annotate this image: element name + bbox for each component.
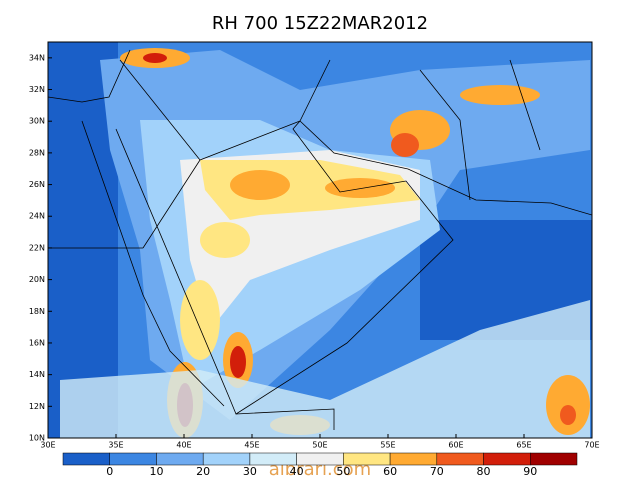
y-tick-label: 32N <box>29 85 45 94</box>
y-tick-label: 28N <box>29 148 45 157</box>
chart-title: RH 700 15Z22MAR2012 <box>212 13 428 34</box>
colorbar-label: 10 <box>149 465 163 478</box>
colorbar-label: 50 <box>336 465 350 478</box>
colorbar-label: 70 <box>430 465 444 478</box>
x-tick-label: 65E <box>516 441 531 450</box>
y-tick-label: 14N <box>29 370 45 379</box>
y-tick-label: 34N <box>29 53 45 62</box>
colorbar-segment <box>62 452 110 466</box>
colorbar-segment <box>343 452 391 466</box>
y-tick-label: 26N <box>29 180 45 189</box>
colorbar-segment <box>202 452 251 466</box>
y-tick-label: 10N <box>29 434 45 443</box>
colorbar-segment <box>109 452 157 466</box>
x-tick-label: 30E <box>40 441 55 450</box>
y-tick-label: 12N <box>29 402 45 411</box>
x-tick-label: 40E <box>176 441 191 450</box>
colorbar-label: 90 <box>523 465 537 478</box>
colorbar-label: 30 <box>243 465 257 478</box>
colorbar-segment <box>530 452 578 466</box>
y-tick-label: 20N <box>29 275 45 284</box>
colorbar-label: 60 <box>383 465 397 478</box>
x-tick-label: 70E <box>584 441 599 450</box>
colorbar-label: 20 <box>196 465 210 478</box>
field <box>48 42 592 438</box>
x-tick-label: 55E <box>380 441 395 450</box>
x-tick-label: 50E <box>312 441 327 450</box>
y-tick-label: 30N <box>29 117 45 126</box>
colorbar-label: 80 <box>477 465 491 478</box>
x-tick-label: 60E <box>448 441 463 450</box>
y-tick-label: 22N <box>29 243 45 252</box>
colorbar-segment <box>296 452 344 466</box>
colorbar-label: 0 <box>106 465 113 478</box>
colorbar-segment <box>483 452 531 466</box>
colorbar-segment <box>436 452 484 466</box>
colorbar-label: 40 <box>290 465 304 478</box>
colorbar-segment <box>249 452 297 466</box>
y-tick-label: 24N <box>29 212 45 221</box>
y-tick-label: 18N <box>29 307 45 316</box>
colorbar-segment <box>156 452 204 466</box>
x-tick-label: 45E <box>244 441 259 450</box>
colorbar-segment <box>389 452 438 466</box>
y-tick-label: 16N <box>29 338 45 347</box>
x-tick-label: 35E <box>108 441 123 450</box>
